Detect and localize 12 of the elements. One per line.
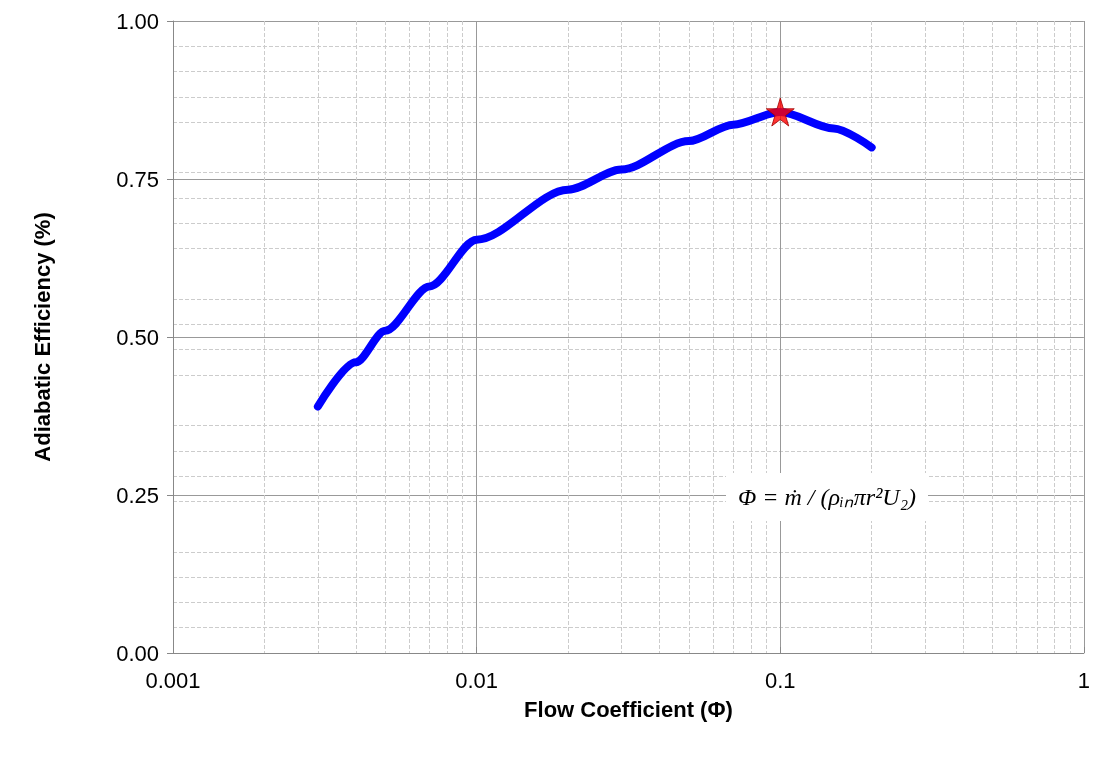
y-axis-title: Adiabatic Efficiency (%): [29, 212, 55, 462]
x-tick-label: 0.1: [764, 667, 796, 693]
x-tick-label: 1: [1077, 667, 1091, 693]
x-axis-title: Flow Coefficient (Φ): [524, 696, 733, 722]
y-tick-label: 0.75: [116, 166, 159, 192]
annotation: Φ = ṁ / (ρᵢₙπr²U₂): [738, 484, 917, 510]
x-tick-label: 0.01: [455, 667, 499, 693]
y-tick-label: 0.00: [116, 640, 159, 666]
y-tick-label: 1.00: [116, 8, 159, 34]
x-tick-label: 0.001: [145, 667, 201, 693]
y-tick-label: 0.25: [116, 482, 159, 508]
y-tick-label: 0.50: [116, 324, 159, 350]
